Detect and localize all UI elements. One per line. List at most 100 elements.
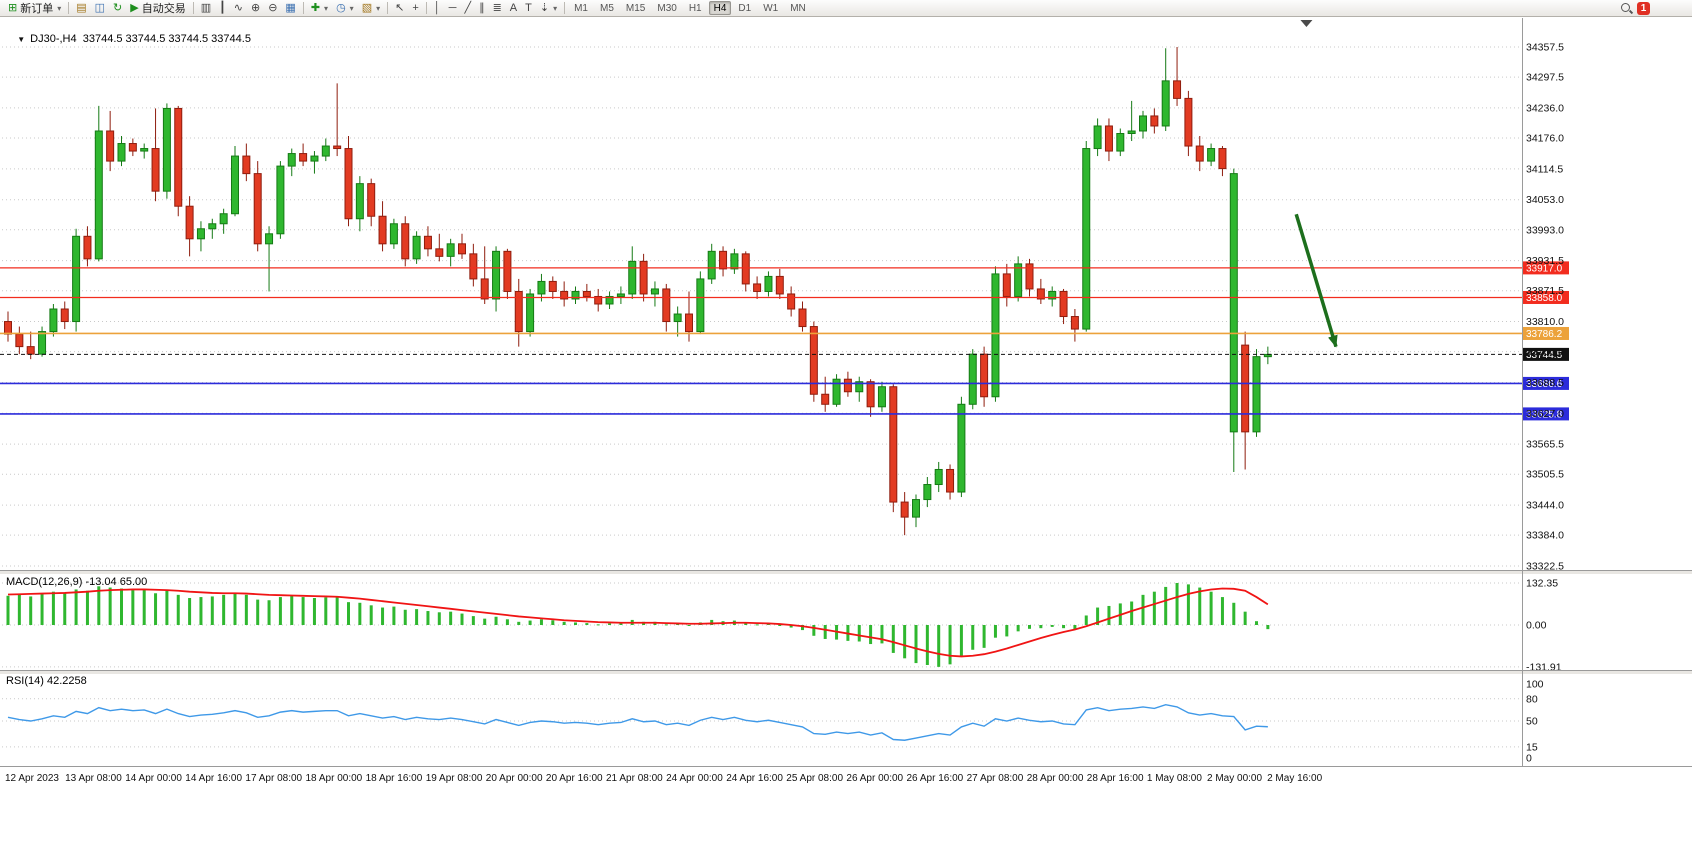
fibonacci-icon[interactable]: ≣ [489,1,506,16]
macd-bar [608,623,612,625]
chart-windows-icon[interactable]: ▤ [72,1,90,16]
tile-windows-icon[interactable]: ▦ [281,1,299,16]
candle-body [1184,97,1193,147]
macd-bar [165,590,169,625]
candlestick-series[interactable] [4,47,1272,536]
alert-line-33786[interactable]: 33786.2 [0,326,1569,340]
candle-body [753,283,762,292]
macd-bar [29,596,33,625]
price-axis[interactable] [1522,18,1582,766]
notification-badge[interactable]: 1 [1637,1,1650,15]
macd-bar [460,613,464,625]
profiles-icon[interactable]: ◫ [91,1,109,16]
candle-body [628,260,637,295]
macd-bar [63,593,67,625]
chart-shift-marker[interactable] [1300,20,1313,27]
macd-bar [6,595,10,625]
text-icon[interactable]: A [506,1,521,16]
timeframe-h4[interactable]: H4 [708,1,732,15]
timeframe-w1[interactable]: W1 [763,3,779,14]
current-price-line[interactable]: 33744.5 [0,347,1569,361]
crosshair-icon[interactable]: + [408,1,422,16]
support-line-33686[interactable]: 33686.6 [0,376,1569,390]
search-icon[interactable] [1620,2,1633,15]
candle-body [276,165,285,235]
macd-bar [392,606,396,625]
zoom-in-icon[interactable]: ⊕ [247,1,264,16]
candle-body [162,107,171,192]
svg-text:33444.0: 33444.0 [1526,500,1564,512]
horizontal-line-icon: ─ [448,1,457,14]
periods-icon[interactable]: ◷ ▾ [332,1,358,16]
timeframe-m30[interactable]: M30 [657,3,677,14]
candle-body [389,223,398,245]
svg-text:34357.5: 34357.5 [1526,42,1564,54]
macd-bar [1130,601,1134,625]
channel-icon[interactable]: ∥ [475,1,489,16]
candle-body [946,468,955,493]
candle-body [639,260,648,295]
macd-bar [426,611,430,625]
candle-body [582,290,591,297]
timeframe-h1[interactable]: H1 [688,3,702,14]
svg-text:20 Apr 16:00: 20 Apr 16:00 [546,773,603,784]
macd-bar [120,588,123,625]
candle-body [1207,148,1216,162]
candle-body [821,393,830,405]
timeframe-mn[interactable]: MN [790,3,806,14]
bar-chart-icon[interactable]: ▥ [197,1,215,16]
macd-bar [1005,625,1009,637]
resistance-line-33917[interactable]: 33917.0 [0,261,1569,275]
timeframe-d1[interactable]: D1 [738,3,752,14]
price-badge [1523,290,1569,304]
vertical-line-icon[interactable]: │ [430,1,445,16]
candle-body [49,308,58,333]
svg-text:34236.0: 34236.0 [1526,102,1564,114]
candle-body [185,205,194,240]
price-axis-labels: 34357.5 34297.5 34236.0 34176.0 34114.5 34053… [1526,42,1564,765]
timeframe-m1[interactable]: M1 [574,3,588,14]
macd-bar [1266,625,1270,630]
new-order-button[interactable]: ⊞ 新订单 ▾ [4,1,65,16]
toolbar-separator [68,2,70,14]
text-label-icon[interactable]: T [521,1,536,16]
zoom-out-icon[interactable]: ⊖ [264,1,281,16]
indicators-icon[interactable]: ✚ ▾ [307,1,332,16]
price-badge-label: 33917.0 [1526,263,1563,274]
templates-icon[interactable]: ▧ ▾ [358,1,384,16]
macd-bar [494,616,498,625]
cursor-icon[interactable]: ↖ [391,1,408,16]
autotrade-button[interactable]: ▶ 自动交易 [126,1,189,16]
grid-lines [2,46,1522,748]
svg-text:21 Apr 08:00: 21 Apr 08:00 [606,773,663,784]
svg-text:33565.5: 33565.5 [1526,439,1564,451]
one-click-trading-toggle[interactable]: ▼ [17,35,26,44]
horizontal-line-icon[interactable]: ─ [445,1,461,16]
svg-text:20 Apr 00:00: 20 Apr 00:00 [486,773,543,784]
refresh-icon[interactable]: ↻ [109,1,126,16]
arrows-icon[interactable]: ⇣ ▾ [536,1,561,16]
macd-bar [1084,615,1088,625]
timeframe-m15[interactable]: M15 [625,3,646,14]
candle-body [140,148,149,152]
support-line-33625[interactable]: 33625.8 [0,407,1569,421]
line-chart-icon[interactable]: ∿ [230,1,247,16]
candle-body [231,155,239,215]
bar-chart-icon: ▥ [200,1,212,14]
price-badge-label: 33786.2 [1526,329,1563,340]
resistance-line-33858[interactable]: 33858.0 [0,290,1569,304]
caret-down-icon: ▾ [376,3,381,13]
trendline-icon: ╱ [464,1,472,14]
candlestick-chart-icon[interactable]: ┃ [215,1,230,16]
refresh-icon: ↻ [113,1,123,14]
candle-body [526,293,535,333]
timeframe-m5[interactable]: M5 [600,3,614,14]
trend-arrow-annotation[interactable] [1294,213,1338,348]
svg-text:0: 0 [1526,753,1532,765]
time-axis[interactable] [0,767,1522,789]
price-badge [1523,407,1569,421]
trendline-icon[interactable]: ╱ [460,1,475,16]
svg-text:132.35: 132.35 [1526,578,1558,590]
candle-body [889,386,898,503]
